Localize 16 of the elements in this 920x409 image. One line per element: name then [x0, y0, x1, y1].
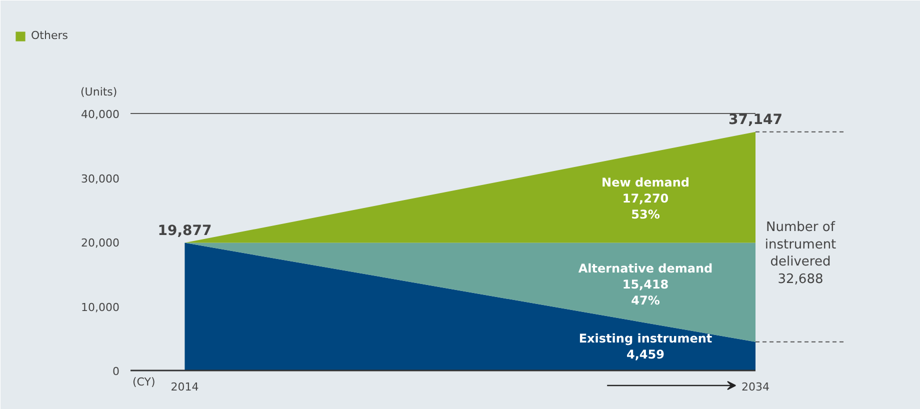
y-tick-label: 20,000: [81, 236, 120, 250]
annotation: 19,877: [158, 222, 212, 239]
text: Number of instrument delivered 32,688: [764, 220, 836, 287]
y-tick-label: 40,000: [81, 108, 120, 121]
y-tick-label: 10,000: [81, 300, 120, 314]
annotation: New demand 17,270 53%: [602, 175, 690, 222]
x-tick-label: 2014: [170, 380, 199, 394]
y-tick-label: 0: [112, 365, 120, 378]
annotation: Existing instrument 4,459: [578, 331, 712, 362]
x-tick-label: 2034: [742, 380, 770, 394]
y-axis-title: (Units): [80, 86, 118, 98]
legend-label: Others: [31, 29, 68, 42]
x-axis-title: (CY): [132, 376, 156, 388]
annotation: Alternative demand 15,418 47%: [578, 261, 713, 308]
y-tick-label: 30,000: [81, 172, 120, 186]
annotation: 37,147: [728, 112, 783, 128]
